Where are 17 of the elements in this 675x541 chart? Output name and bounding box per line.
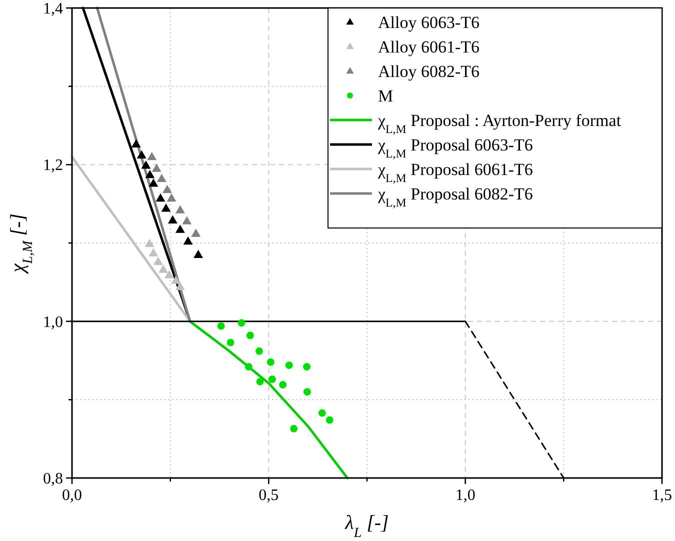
y-tick-label: 1,2 (43, 157, 63, 174)
legend-label: Alloy 6082-T6 (378, 62, 480, 81)
legend-label: χ$_{L,M}$ Proposal 6063-T6 (377, 136, 533, 160)
x-tick-label: 0,0 (62, 487, 82, 504)
legend-label: χ$_{L,M}$ Proposal : Ayrton-Perry format (377, 111, 622, 136)
legend-label: Alloy 6061-T6 (378, 38, 480, 56)
legend-label: Alloy 6063-T6 (378, 13, 480, 32)
legend-label: χ$_{L,M}$ Proposal 6061-T6 (377, 160, 533, 185)
legend-label: M (378, 86, 394, 106)
y-tick-label: 1,0 (43, 314, 63, 331)
x-tick-label: 1,0 (455, 487, 476, 504)
x-tick-label: 0,5 (258, 487, 279, 504)
x-axis-title: λ$_{L}$ [-] (344, 512, 389, 540)
legend-label: χ$_{L,M}$ Proposal 6082-T6 (377, 184, 533, 210)
y-tick-label: 1,4 (43, 0, 63, 18)
x-tick-label: 1,5 (652, 487, 672, 504)
y-tick-label: 0,8 (43, 470, 63, 488)
